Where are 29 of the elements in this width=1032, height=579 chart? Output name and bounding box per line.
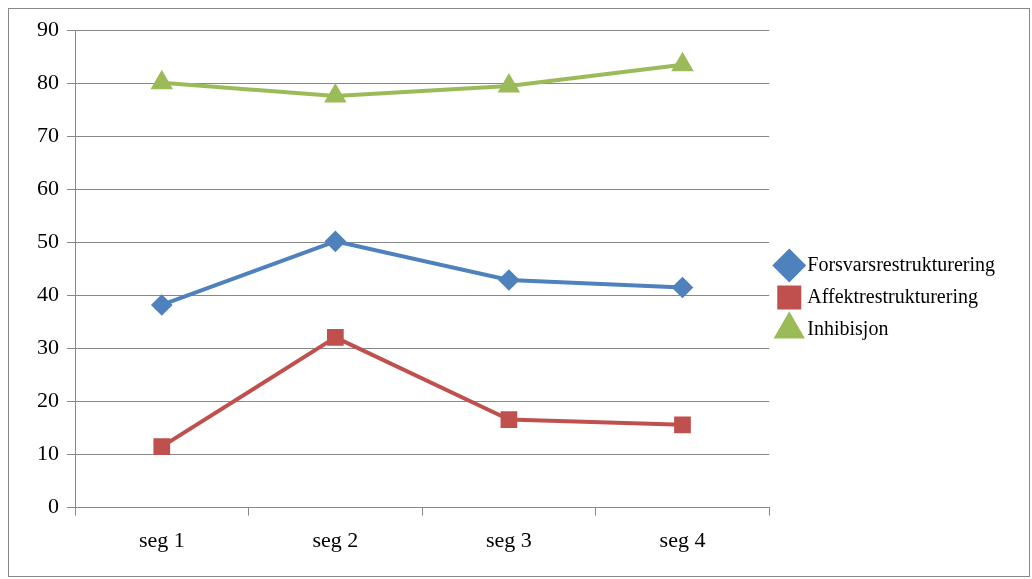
- point: [671, 51, 694, 72]
- y-tick-label: 60: [37, 175, 59, 201]
- y-tick-label: 40: [37, 281, 59, 307]
- y-tick-label: 0: [48, 493, 59, 519]
- y-tick-label: 30: [37, 334, 59, 360]
- y-tick-label: 10: [37, 440, 59, 466]
- y-tick-label: 70: [37, 122, 59, 148]
- point: [500, 411, 518, 428]
- x-tick-label: seg 3: [486, 526, 532, 552]
- y-tick-label: 50: [37, 228, 59, 254]
- x-tick-label: seg 1: [138, 526, 185, 552]
- y-tick-label: 90: [37, 15, 59, 41]
- point: [150, 69, 173, 90]
- point: [325, 84, 346, 103]
- point: [325, 231, 346, 252]
- x-tick-label: seg 2: [312, 526, 359, 552]
- x-tick-label: seg 4: [659, 526, 706, 552]
- legend-label: Forsvarsrestrukturering: [807, 252, 995, 276]
- legend-label: Inhibisjon: [807, 316, 889, 340]
- point: [153, 438, 171, 455]
- point: [151, 294, 172, 315]
- point: [674, 416, 691, 434]
- point: [498, 270, 519, 291]
- point: [326, 328, 344, 346]
- y-tick-label: 20: [37, 387, 59, 413]
- point: [499, 74, 519, 93]
- legend-label: Affektrestrukturering: [807, 284, 978, 308]
- y-tick-label: 80: [37, 69, 59, 95]
- point: [672, 277, 693, 298]
